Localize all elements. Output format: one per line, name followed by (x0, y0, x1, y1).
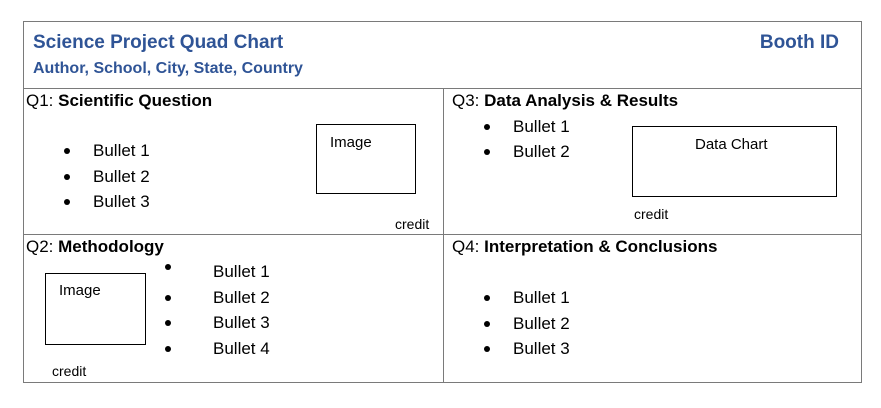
q2-prefix: Q2: (26, 237, 59, 256)
horizontal-divider (24, 234, 861, 235)
q1-image-label: Image (330, 134, 372, 151)
q3-title: Data Analysis & Results (484, 91, 679, 110)
author-line: Author, School, City, State, Country (33, 60, 303, 77)
q1-title: Scientific Question (58, 91, 213, 110)
q3-prefix: Q3: (452, 91, 485, 110)
q3-heading: Q3: Data Analysis & Results (452, 91, 678, 111)
q4-prefix: Q4: (452, 237, 485, 256)
vertical-divider (443, 88, 444, 383)
booth-id: Booth ID (759, 32, 839, 53)
quad-chart: Science Project Quad Chart Author, Schoo… (23, 21, 862, 383)
chart-title: Science Project Quad Chart (33, 32, 284, 53)
q2-image-label: Image (59, 282, 101, 299)
q2-title: Methodology (58, 237, 164, 256)
chart-header: Science Project Quad Chart Author, Schoo… (24, 22, 861, 89)
q4-title: Interpretation & Conclusions (484, 237, 718, 256)
q2-image-placeholder: Image (45, 273, 146, 345)
q1-heading: Q1: Scientific Question (26, 91, 212, 111)
q4-heading: Q4: Interpretation & Conclusions (452, 237, 717, 257)
q3-chart-label: Data Chart (695, 136, 768, 153)
q3-chart-placeholder: Data Chart (632, 126, 837, 197)
q1-image-placeholder: Image (316, 124, 416, 194)
q2-credit: credit (52, 363, 87, 379)
q3-credit: credit (634, 206, 669, 222)
q1-prefix: Q1: (26, 91, 59, 110)
q1-credit: credit (395, 216, 430, 232)
q2-heading: Q2: Methodology (26, 237, 164, 257)
